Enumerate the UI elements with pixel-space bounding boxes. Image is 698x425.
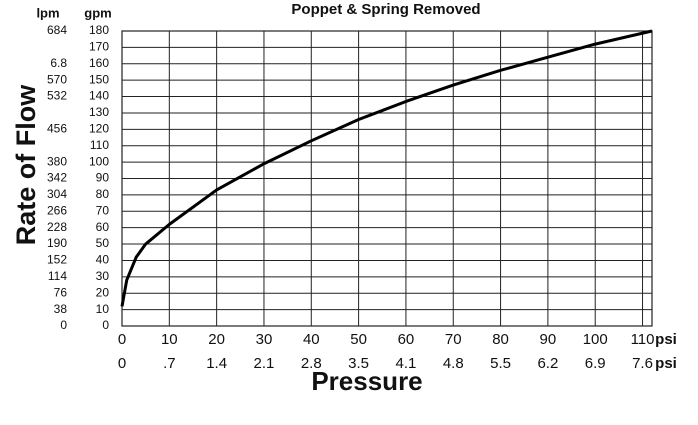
x2-tick-label: 6.9: [585, 355, 606, 372]
y-tick-label: 80: [96, 187, 110, 201]
x-tick-label: 40: [303, 331, 320, 348]
x-axis-label: Pressure: [311, 366, 422, 396]
chart-title: Poppet & Spring Removed: [291, 1, 480, 18]
y-tick-label: 170: [89, 40, 109, 54]
x-tick-label: 110: [631, 331, 655, 348]
x-tick-label: 10: [161, 331, 178, 348]
x2-tick-label: 3.5: [348, 355, 369, 372]
lpm-tick-label: 38: [54, 302, 68, 316]
lpm-tick-label: 342: [47, 171, 67, 185]
x-tick-label: 0: [118, 331, 126, 348]
x2-tick-label: 1.4: [206, 355, 227, 372]
lpm-header: lpm: [36, 5, 59, 20]
y-tick-label: 120: [89, 122, 109, 136]
x-tick-label: 30: [256, 331, 273, 348]
lpm-tick-label: 532: [47, 89, 67, 103]
lpm-tick-label: 6.8: [50, 56, 67, 70]
x2-tick-label: 7.6: [632, 355, 653, 372]
x2-unit: psi: [655, 355, 677, 372]
y-tick-label: 0: [102, 318, 109, 332]
y-tick-label: 130: [89, 105, 109, 119]
x2-tick-label: 6.2: [537, 355, 558, 372]
x2-tick-label: 4.1: [395, 355, 416, 372]
lpm-tick-label: 190: [47, 236, 67, 250]
y-tick-label: 30: [96, 269, 110, 283]
x-tick-label: 80: [492, 331, 509, 348]
y-tick-label: 140: [89, 89, 109, 103]
y-tick-label: 10: [96, 302, 110, 316]
lpm-tick-label: 114: [48, 269, 67, 283]
y-tick-label: 180: [89, 23, 109, 37]
x-tick-label: 60: [398, 331, 415, 348]
x-tick-label: 50: [350, 331, 367, 348]
lpm-tick-label: 684: [47, 23, 67, 37]
x2-tick-label: 0: [118, 355, 126, 372]
y-tick-label: 50: [96, 236, 110, 250]
lpm-tick-label: 0: [60, 318, 67, 332]
y-axis-label: Rate of Flow: [11, 84, 41, 245]
lpm-tick-label: 304: [47, 187, 67, 201]
x-tick-label: 90: [540, 331, 557, 348]
lpm-tick-label: 152: [47, 253, 67, 267]
y-tick-label: 150: [89, 72, 109, 86]
x-tick-label: 70: [445, 331, 462, 348]
lpm-tick-label: 266: [47, 203, 67, 217]
x-unit: psi: [655, 331, 677, 348]
flow-curve: [120, 29, 653, 307]
x-tick-label: 100: [583, 331, 608, 348]
y-tick-label: 160: [89, 56, 109, 70]
plot-frame: [121, 30, 653, 327]
x2-tick-label: 2.8: [301, 355, 322, 372]
y-tick-label: 40: [96, 253, 110, 267]
y-tick-label: 20: [96, 285, 110, 299]
lpm-tick-label: 76: [54, 285, 68, 299]
x2-tick-label: .7: [163, 355, 176, 372]
gpm-header: gpm: [84, 5, 111, 20]
y-tick-label: 90: [96, 171, 110, 185]
lpm-tick-label: 380: [47, 154, 67, 168]
lpm-tick-label: 570: [47, 72, 67, 86]
x-tick-label: 20: [208, 331, 225, 348]
lpm-tick-label: 456: [47, 122, 67, 136]
y-tick-label: 100: [89, 154, 109, 168]
x2-tick-label: 5.5: [490, 355, 511, 372]
y-tick-label: 110: [90, 138, 109, 152]
x2-tick-label: 2.1: [254, 355, 275, 372]
x2-tick-label: 4.8: [443, 355, 464, 372]
y-tick-label: 60: [96, 220, 110, 234]
lpm-tick-label: 228: [47, 220, 67, 234]
y-tick-label: 70: [96, 203, 110, 217]
